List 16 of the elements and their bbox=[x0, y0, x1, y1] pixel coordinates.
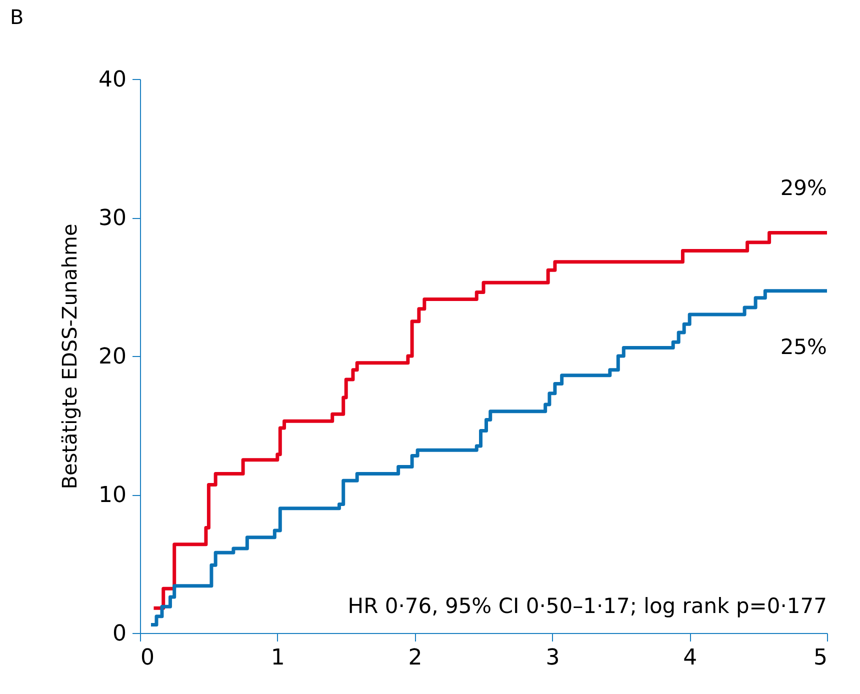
y-axis-title: Bestätigte EDSS-Zunahme bbox=[58, 224, 82, 490]
x-tick-label: 1 bbox=[270, 646, 285, 670]
y-tick-label: 40 bbox=[98, 68, 126, 92]
x-tick-label: 2 bbox=[408, 646, 422, 670]
y-tick-label: 20 bbox=[98, 344, 126, 370]
x-tick-label: 4 bbox=[683, 646, 698, 670]
annotation: 29% bbox=[780, 176, 827, 200]
y-tick-label: 10 bbox=[98, 483, 126, 508]
x-tick-label: 5 bbox=[814, 646, 828, 670]
annotation: 25% bbox=[780, 335, 827, 359]
annotation: HR 0·76, 95% CI 0·50–1·17; log rank p=0·177 bbox=[348, 594, 827, 618]
x-tick-label: 0 bbox=[140, 646, 154, 670]
y-tick-label: 0 bbox=[112, 622, 126, 646]
x-tick-label: 3 bbox=[546, 646, 560, 670]
chart-title: B bbox=[10, 5, 24, 29]
y-tick-label: 30 bbox=[98, 206, 126, 231]
